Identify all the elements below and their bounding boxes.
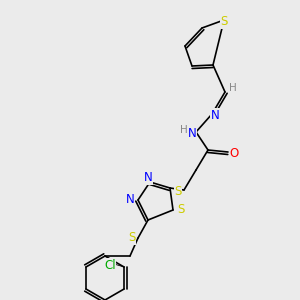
- Text: S: S: [128, 231, 136, 244]
- Text: S: S: [220, 15, 228, 28]
- Text: N: N: [144, 171, 152, 184]
- Text: H: H: [229, 83, 237, 93]
- Text: N: N: [126, 193, 134, 206]
- Text: O: O: [230, 147, 238, 160]
- Text: S: S: [174, 185, 182, 198]
- Text: Cl: Cl: [104, 259, 116, 272]
- Text: N: N: [188, 127, 196, 140]
- Text: S: S: [177, 203, 185, 216]
- Text: H: H: [180, 125, 188, 135]
- Text: N: N: [211, 109, 219, 122]
